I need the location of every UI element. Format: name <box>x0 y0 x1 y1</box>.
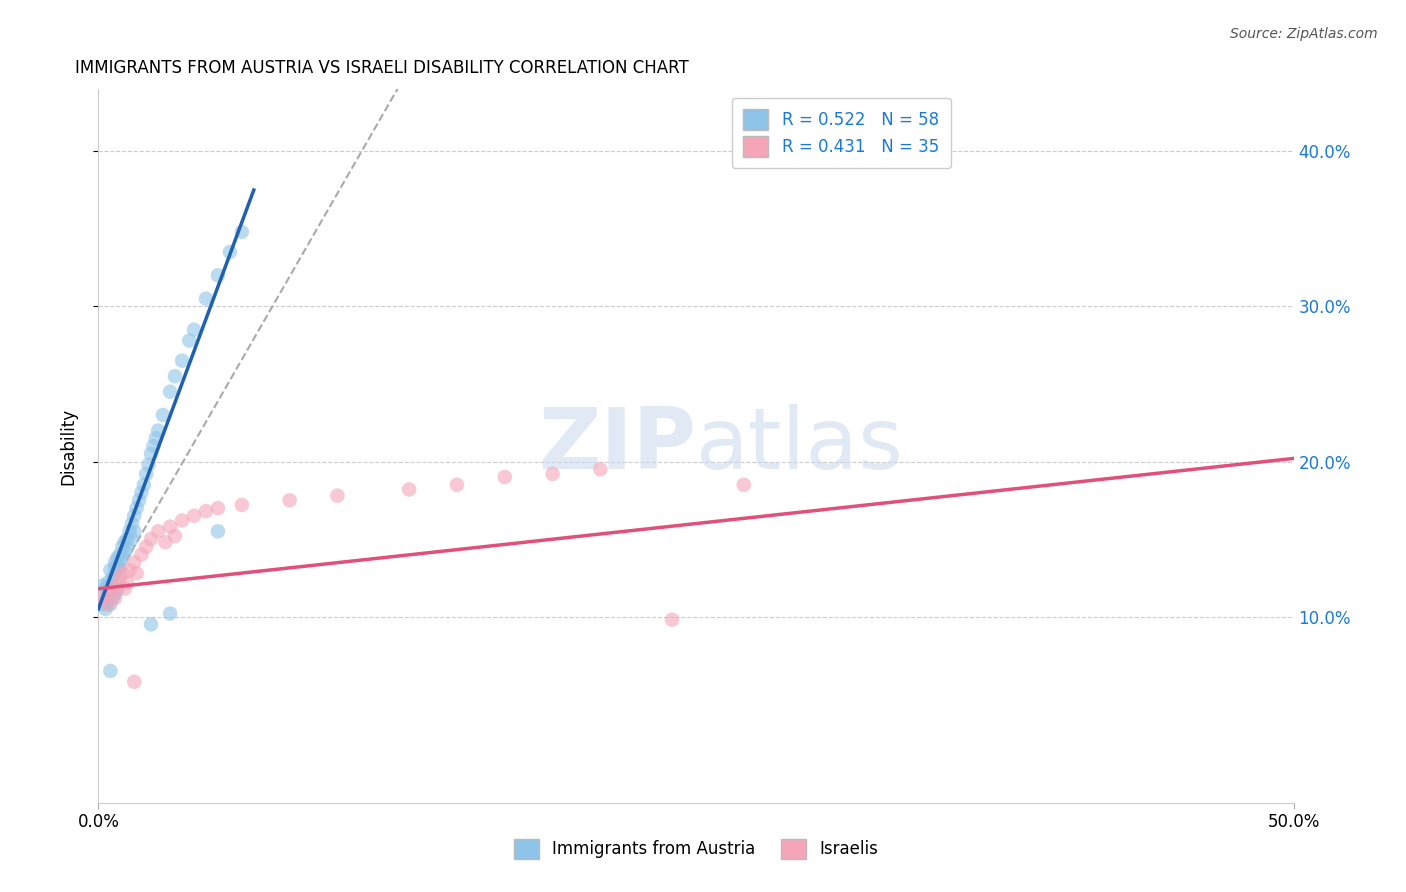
Y-axis label: Disability: Disability <box>59 408 77 484</box>
Point <box>163 529 186 543</box>
Point <box>107 579 129 593</box>
Point <box>104 566 127 581</box>
Point <box>159 384 181 399</box>
Point <box>148 424 170 438</box>
Point <box>231 225 253 239</box>
Point <box>111 550 134 565</box>
Point <box>101 591 124 605</box>
Point <box>124 508 146 523</box>
Point <box>91 591 114 605</box>
Point <box>139 617 162 632</box>
Point <box>118 563 141 577</box>
Point <box>124 524 146 539</box>
Point <box>159 607 181 621</box>
Point <box>159 519 181 533</box>
Point <box>142 439 165 453</box>
Point <box>733 477 755 491</box>
Point <box>121 516 143 531</box>
Point <box>98 586 122 600</box>
Point <box>128 493 150 508</box>
Point <box>104 591 127 605</box>
Point <box>104 586 127 600</box>
Point <box>107 563 129 577</box>
Point <box>446 477 468 491</box>
Point <box>104 555 127 569</box>
Point <box>207 268 229 283</box>
Point <box>152 408 174 422</box>
Point <box>219 245 242 260</box>
Point <box>589 462 612 476</box>
Point <box>94 591 117 605</box>
Point <box>94 602 117 616</box>
Point <box>108 571 131 585</box>
Point <box>398 483 420 497</box>
Text: atlas: atlas <box>696 404 904 488</box>
Point <box>131 485 153 500</box>
Point <box>107 582 129 596</box>
Point <box>139 532 162 546</box>
Point <box>125 566 148 581</box>
Point <box>97 575 120 590</box>
Point <box>163 369 186 384</box>
Point <box>135 540 157 554</box>
Point <box>97 597 120 611</box>
Point <box>115 532 138 546</box>
Point <box>98 563 122 577</box>
Point <box>98 597 122 611</box>
Point <box>278 493 301 508</box>
Point <box>101 582 124 596</box>
Point <box>98 664 122 678</box>
Point <box>114 535 136 549</box>
Point <box>145 431 167 445</box>
Point <box>125 501 148 516</box>
Point <box>139 447 162 461</box>
Legend: Immigrants from Austria, Israelis: Immigrants from Austria, Israelis <box>508 832 884 866</box>
Point <box>494 470 516 484</box>
Point <box>138 458 160 472</box>
Text: IMMIGRANTS FROM AUSTRIA VS ISRAELI DISABILITY CORRELATION CHART: IMMIGRANTS FROM AUSTRIA VS ISRAELI DISAB… <box>75 59 689 77</box>
Point <box>107 550 129 565</box>
Point <box>97 586 120 600</box>
Point <box>148 524 170 539</box>
Point <box>207 524 229 539</box>
Point <box>231 498 253 512</box>
Point <box>101 582 124 596</box>
Point <box>121 532 143 546</box>
Text: ZIP: ZIP <box>538 404 696 488</box>
Point <box>172 353 194 368</box>
Point <box>661 613 683 627</box>
Point <box>207 501 229 516</box>
Point <box>111 566 134 581</box>
Point <box>179 334 201 348</box>
Point <box>94 582 117 596</box>
Text: Source: ZipAtlas.com: Source: ZipAtlas.com <box>1230 27 1378 41</box>
Point <box>115 575 138 590</box>
Point <box>115 541 138 556</box>
Point <box>114 544 136 558</box>
Point <box>132 477 155 491</box>
Point <box>98 579 122 593</box>
Point <box>541 467 564 481</box>
Point <box>183 323 205 337</box>
Point <box>104 560 127 574</box>
Point <box>108 548 131 562</box>
Point <box>114 582 136 596</box>
Point <box>155 535 177 549</box>
Point <box>91 579 114 593</box>
Point <box>124 555 146 569</box>
Point <box>195 292 218 306</box>
Point <box>131 548 153 562</box>
Point <box>183 508 205 523</box>
Point <box>101 571 124 585</box>
Point <box>97 594 120 608</box>
Point <box>172 513 194 527</box>
Point <box>326 489 349 503</box>
Point <box>135 467 157 481</box>
Point <box>91 597 114 611</box>
Point <box>118 524 141 539</box>
Point <box>108 560 131 574</box>
Point <box>195 504 218 518</box>
Point <box>124 674 146 689</box>
Point <box>111 540 134 554</box>
